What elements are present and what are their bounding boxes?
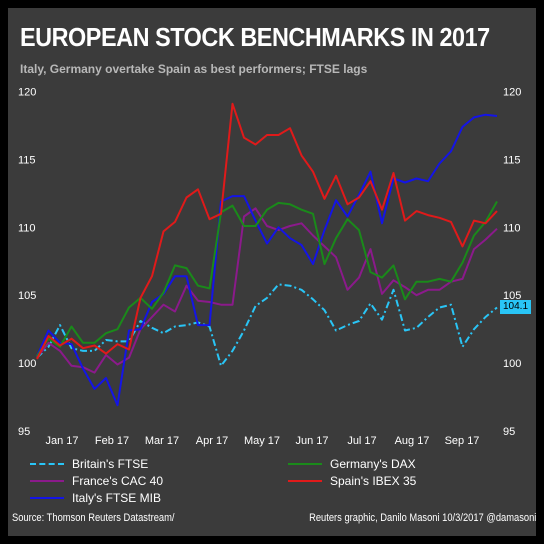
legend-label-ftse: Britain's FTSE (72, 457, 149, 471)
x-tick-2: Mar 17 (145, 435, 179, 447)
y-tick-right-120: 120 (503, 87, 521, 99)
y-tick-left-120: 120 (18, 87, 36, 99)
x-tick-6: Jul 17 (347, 435, 376, 447)
y-tick-right-115: 115 (503, 154, 521, 166)
series-line-3 (36, 201, 498, 357)
legend-item-cac: France's CAC 40 (30, 474, 163, 488)
chart-title: EUROPEAN STOCK BENCHMARKS IN 2017 (20, 22, 490, 52)
legend-label-cac: France's CAC 40 (72, 474, 163, 488)
x-tick-7: Aug 17 (395, 435, 430, 447)
y-tick-left-115: 115 (18, 154, 36, 166)
legend-swatch-mib (30, 497, 64, 499)
x-tick-3: Apr 17 (196, 435, 228, 447)
legend-swatch-cac (30, 480, 64, 482)
series-line-0 (36, 283, 498, 367)
y-tick-right-105: 105 (503, 290, 521, 302)
legend-item-ibex: Spain's IBEX 35 (288, 474, 416, 488)
chart-frame (8, 8, 536, 536)
legend-label-mib: Italy's FTSE MIB (72, 491, 161, 505)
legend-swatch-dax (288, 463, 322, 465)
last-value-badge: 104.1 (500, 300, 532, 314)
x-tick-4: May 17 (244, 435, 280, 447)
chart-subtitle: Italy, Germany overtake Spain as best pe… (20, 62, 368, 76)
x-tick-5: Jun 17 (295, 435, 328, 447)
legend-label-dax: Germany's DAX (330, 457, 416, 471)
y-tick-right-100: 100 (503, 358, 521, 370)
axis-layer: 95 95 100 100 105 105 110 110 115 115 120 120 Jan 17… (18, 87, 521, 447)
legend-item-mib: Italy's FTSE MIB (30, 491, 161, 505)
series-layer (36, 102, 498, 407)
legend-label-ibex: Spain's IBEX 35 (330, 474, 417, 488)
legend-swatch-ibex (288, 480, 322, 482)
credit-note: Reuters graphic, Danilo Masoni 10/3/2017… (308, 512, 536, 524)
series-line-2 (36, 113, 498, 407)
legend-item-dax: Germany's DAX (288, 457, 416, 471)
y-tick-left-110: 110 (18, 222, 36, 234)
source-note: Source: Thomson Reuters Datastream/ (12, 512, 175, 524)
legend-item-ftse: Britain's FTSE (30, 457, 148, 471)
series-line-1 (36, 207, 498, 374)
legend-swatch-ftse (30, 463, 64, 465)
y-tick-right-95: 95 (503, 426, 515, 438)
series-line-4 (36, 102, 498, 360)
x-tick-8: Sep 17 (445, 435, 480, 447)
x-tick-0: Jan 17 (45, 435, 78, 447)
y-tick-left-95: 95 (18, 426, 30, 438)
y-tick-left-100: 100 (18, 358, 36, 370)
y-tick-left-105: 105 (18, 290, 36, 302)
y-tick-right-110: 110 (503, 222, 521, 234)
x-tick-1: Feb 17 (95, 435, 129, 447)
